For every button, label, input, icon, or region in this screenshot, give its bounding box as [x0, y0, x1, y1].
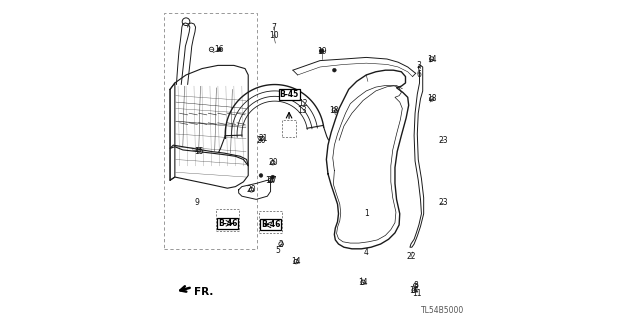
Text: 8: 8: [413, 281, 418, 290]
Text: 14: 14: [358, 278, 368, 287]
Text: 13: 13: [298, 106, 307, 115]
Text: 2: 2: [278, 240, 284, 249]
Text: 18: 18: [330, 106, 339, 115]
Circle shape: [218, 48, 221, 51]
Text: 6: 6: [417, 70, 421, 79]
Circle shape: [320, 49, 323, 53]
Text: 14: 14: [427, 55, 436, 63]
Text: 20: 20: [269, 158, 278, 167]
Text: 11: 11: [413, 289, 422, 298]
Text: 9: 9: [195, 198, 200, 207]
Text: 4: 4: [364, 248, 369, 256]
Text: B-45: B-45: [280, 90, 299, 99]
Text: 5: 5: [275, 246, 280, 255]
Circle shape: [259, 174, 263, 177]
Text: 20: 20: [256, 136, 266, 145]
Text: 20: 20: [246, 185, 256, 194]
Text: 14: 14: [291, 257, 301, 266]
Circle shape: [271, 175, 275, 179]
Text: 22: 22: [406, 252, 415, 261]
Text: 3: 3: [417, 61, 421, 70]
Text: TL54B5000: TL54B5000: [421, 306, 465, 315]
Text: 7: 7: [271, 23, 276, 32]
Text: FR.: FR.: [194, 287, 213, 297]
Text: 17: 17: [268, 176, 277, 185]
Text: 18: 18: [427, 94, 436, 103]
Text: B-46: B-46: [261, 220, 280, 229]
Text: 14: 14: [265, 176, 275, 185]
Text: 12: 12: [298, 99, 307, 108]
Text: 14: 14: [410, 286, 419, 295]
Text: 1: 1: [364, 209, 369, 218]
Bar: [216, 209, 239, 231]
Bar: [164, 13, 257, 249]
Text: 19: 19: [317, 47, 326, 56]
Text: 16: 16: [214, 45, 225, 54]
Text: 23: 23: [438, 136, 447, 145]
Bar: [259, 211, 282, 233]
Text: 10: 10: [269, 31, 278, 40]
Bar: [282, 120, 296, 137]
Text: B-46: B-46: [218, 219, 237, 228]
Circle shape: [332, 68, 336, 72]
Text: 21: 21: [259, 134, 268, 143]
Text: 15: 15: [194, 147, 204, 156]
Text: 23: 23: [438, 198, 447, 207]
